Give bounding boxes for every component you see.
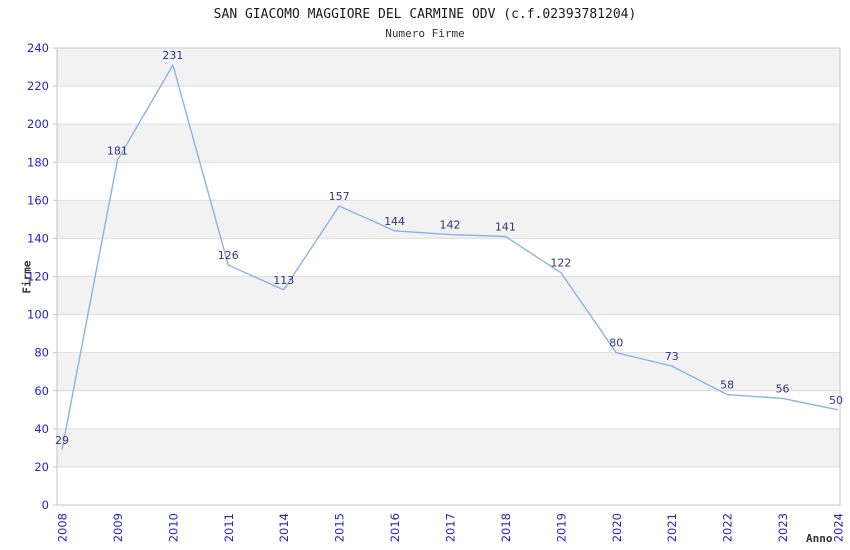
data-series-line [61, 64, 839, 450]
x-tick-label: 2020 [610, 513, 624, 542]
y-tick-label: 240 [27, 41, 49, 55]
y-tick-label: 120 [27, 270, 49, 284]
grid-band [57, 200, 840, 239]
y-tick-label: 220 [27, 79, 49, 93]
x-tick-label: 2014 [277, 513, 291, 542]
x-tick-label: 2023 [776, 513, 790, 542]
x-tick-label: 2019 [554, 513, 568, 542]
x-axis-title: Anno [806, 532, 833, 545]
y-tick-label: 100 [27, 308, 49, 322]
data-point-label: 56 [776, 382, 790, 395]
y-tick-label: 20 [34, 460, 49, 474]
grid-band [57, 238, 840, 277]
data-point-label: 58 [720, 379, 734, 392]
grid-band [57, 314, 840, 353]
y-tick-label: 40 [34, 422, 49, 436]
y-tick-label: 80 [34, 346, 49, 360]
x-tick-label: 2018 [499, 513, 513, 542]
grid-band [57, 124, 840, 163]
y-tick-label: 160 [27, 193, 49, 207]
data-point-label: 122 [550, 257, 571, 270]
data-point-label: 113 [273, 274, 294, 287]
grid-band [57, 352, 840, 391]
grid-band [57, 390, 840, 429]
x-tick-label: 2021 [665, 513, 679, 542]
data-point-label: 157 [329, 190, 350, 203]
x-tick-label: 2017 [444, 513, 458, 542]
data-point-label: 80 [609, 337, 623, 350]
x-tick-label: 2011 [222, 513, 236, 542]
data-point-label: 126 [218, 249, 239, 262]
grid-band [57, 162, 840, 201]
grid-band [57, 48, 840, 87]
x-tick-label: 2022 [721, 513, 735, 542]
x-tick-label: 2009 [111, 513, 125, 542]
y-tick-label: 60 [34, 384, 49, 398]
grid-band [57, 428, 840, 467]
grid-band [57, 276, 840, 315]
x-tick-label: 2008 [56, 513, 70, 542]
data-point-label: 144 [384, 215, 405, 228]
data-point-label: 29 [55, 434, 69, 447]
data-point-label: 231 [162, 49, 183, 62]
grid-band [57, 86, 840, 125]
chart-subtitle: Numero Firme [385, 27, 465, 40]
x-tick-label: 2016 [388, 513, 402, 542]
x-tick-label: 2024 [832, 513, 846, 542]
data-point-label: 181 [107, 144, 128, 157]
data-point-label: 141 [495, 221, 516, 234]
x-tick-label: 2015 [333, 513, 347, 542]
grid-band [57, 466, 840, 505]
x-tick-label: 2010 [166, 513, 180, 542]
y-tick-label: 180 [27, 155, 49, 169]
data-point-label: 142 [440, 219, 461, 232]
chart-title: SAN GIACOMO MAGGIORE DEL CARMINE ODV (c.… [213, 7, 637, 22]
y-tick-label: 140 [27, 231, 49, 245]
y-tick-label: 200 [27, 117, 49, 131]
data-point-label: 73 [665, 350, 679, 363]
data-point-label: 50 [829, 394, 843, 407]
y-tick-label: 0 [42, 498, 49, 512]
